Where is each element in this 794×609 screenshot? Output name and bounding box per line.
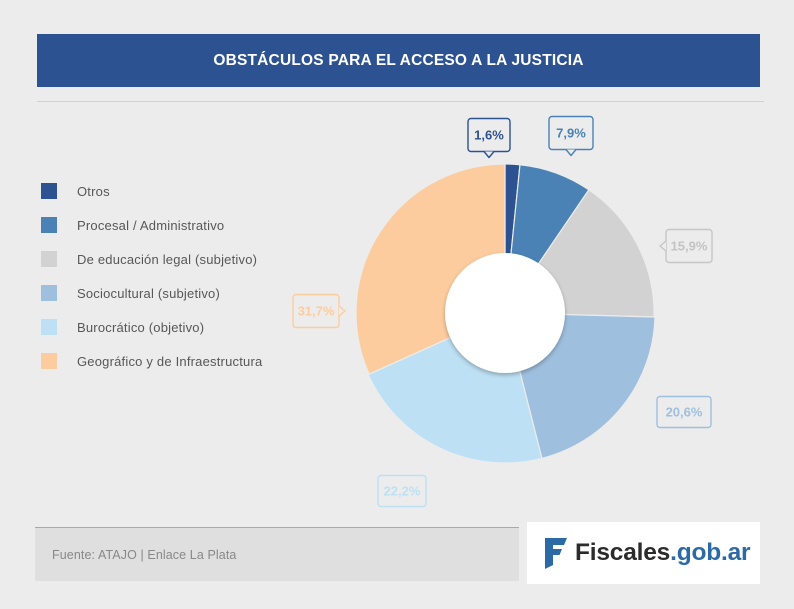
legend-swatch [41, 319, 57, 335]
legend-label: Sociocultural (subjetivo) [77, 285, 221, 301]
legend-item: Geográfico y de Infraestructura [41, 344, 262, 378]
legend-label: De educación legal (subjetivo) [77, 251, 258, 267]
chart-title: OBSTÁCULOS PARA EL ACCESO A LA JUSTICIA [213, 51, 584, 69]
brand-box: Fiscales .gob.ar [527, 522, 760, 584]
legend-swatch [41, 353, 57, 369]
legend-label: Burocrático (objetivo) [77, 319, 205, 335]
legend-label: Procesal / Administrativo [77, 217, 225, 233]
data-label: 20,6% [656, 395, 712, 429]
data-label-text: 20,6% [666, 405, 703, 420]
legend-label: Otros [77, 183, 110, 199]
data-label: 31,7% [292, 293, 346, 329]
legend-swatch [41, 217, 57, 233]
data-label-text: 15,9% [671, 239, 708, 254]
fiscales-f-logo-icon [542, 535, 568, 571]
footer-source-box: Fuente: ATAJO | Enlace La Plata [35, 527, 519, 581]
brand-name: Fiscales [575, 539, 671, 566]
legend-item: De educación legal (subjetivo) [41, 242, 262, 276]
donut-hole [445, 253, 565, 373]
data-label: 7,9% [548, 115, 594, 157]
legend-swatch [41, 183, 57, 199]
legend: Otros Procesal / Administrativo De educa… [41, 174, 262, 378]
data-label: 15,9% [659, 228, 713, 264]
data-label-text: 7,9% [556, 126, 586, 141]
title-banner: OBSTÁCULOS PARA EL ACCESO A LA JUSTICIA [37, 34, 760, 87]
legend-swatch [41, 251, 57, 267]
data-label-text: 31,7% [298, 304, 335, 319]
data-label-text: 1,6% [474, 128, 504, 143]
data-label-text: 22,2% [384, 484, 421, 499]
source-text: Fuente: ATAJO | Enlace La Plata [52, 547, 237, 562]
legend-item: Otros [41, 174, 262, 208]
legend-item: Procesal / Administrativo [41, 208, 262, 242]
divider [37, 101, 764, 102]
legend-item: Sociocultural (subjetivo) [41, 276, 262, 310]
legend-item: Burocrático (objetivo) [41, 310, 262, 344]
data-label: 1,6% [467, 117, 511, 159]
data-label: 22,2% [377, 474, 427, 508]
legend-label: Geográfico y de Infraestructura [77, 353, 263, 369]
data-labels: 1,6% 7,9% 15,9% 20,6% 22,2% 31,7% [292, 115, 713, 508]
legend-swatch [41, 285, 57, 301]
brand-domain: .gob.ar [670, 539, 751, 566]
